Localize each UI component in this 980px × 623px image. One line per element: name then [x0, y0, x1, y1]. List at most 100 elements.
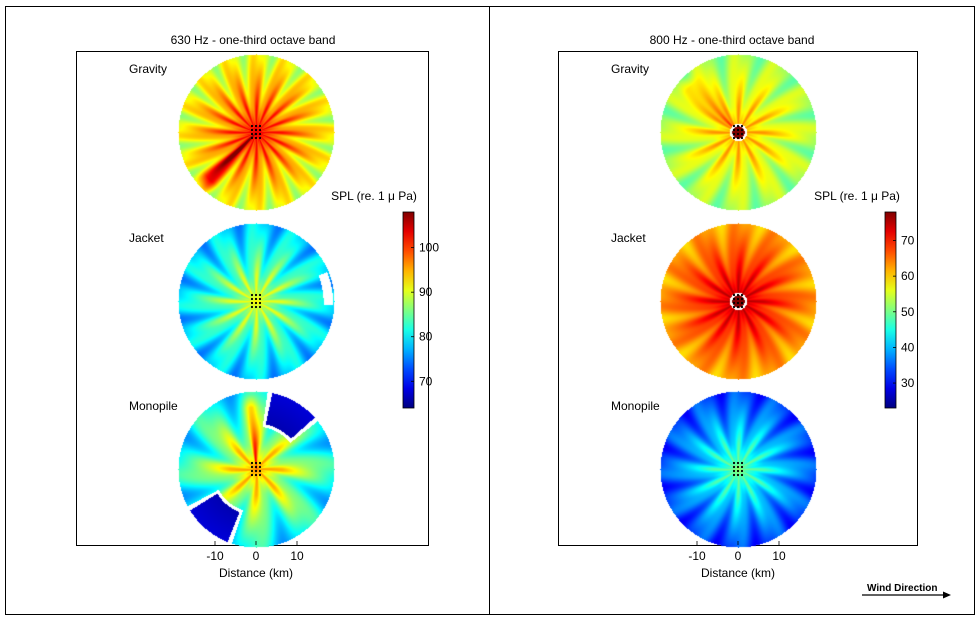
- x-axis-ticks: -10 0 10: [688, 541, 786, 563]
- turbine-marker: [736, 305, 740, 309]
- turbine-marker: [250, 136, 254, 140]
- turbine-marker: [254, 465, 258, 469]
- turbine-marker: [736, 124, 740, 128]
- panel-label-gravity: Gravity: [611, 62, 649, 76]
- turbine-marker: [732, 136, 736, 140]
- panels: [177, 53, 335, 548]
- turbine-marker: [736, 136, 740, 140]
- turbine-marker: [258, 465, 262, 469]
- turbine-marker: [740, 293, 744, 297]
- x-axis-label: Distance (km): [701, 566, 775, 580]
- chart-title: 800 Hz - one-third octave band: [650, 33, 815, 47]
- colorbar: [884, 211, 897, 409]
- turbine-marker: [254, 124, 258, 128]
- turbine-marker: [258, 297, 262, 301]
- turbine-markers: [250, 124, 262, 477]
- turbine-marker: [740, 461, 744, 465]
- spl-disk-gravity: [659, 53, 817, 211]
- turbine-marker: [732, 305, 736, 309]
- turbine-marker: [254, 461, 258, 465]
- turbine-marker: [254, 293, 258, 297]
- turbine-marker: [736, 132, 740, 136]
- chart-800hz: 800 Hz - one-third octave band Gravity J…: [558, 33, 918, 580]
- colorbar-tick-label: 100: [419, 241, 439, 255]
- turbine-marker: [736, 469, 740, 473]
- spl-disk-gravity: [177, 53, 335, 211]
- panel-label-gravity: Gravity: [129, 62, 167, 76]
- colorbar-tick-label: 60: [901, 269, 915, 283]
- turbine-marker: [732, 461, 736, 465]
- turbine-marker: [740, 469, 744, 473]
- turbine-marker: [732, 465, 736, 469]
- colorbar: [402, 211, 415, 409]
- x-tick-label: -10: [206, 549, 224, 563]
- turbine-marker: [258, 305, 262, 309]
- panel-label-jacket: Jacket: [129, 231, 164, 245]
- turbine-marker: [740, 305, 744, 309]
- turbine-marker: [740, 136, 744, 140]
- colorbar-label: SPL (re. 1 μ Pa): [814, 189, 900, 203]
- colorbar-tick-label: 70: [901, 234, 915, 248]
- turbine-marker: [258, 136, 262, 140]
- turbine-marker: [250, 293, 254, 297]
- x-tick-label: 0: [253, 549, 260, 563]
- turbine-marker: [740, 301, 744, 305]
- turbine-marker: [258, 124, 262, 128]
- turbine-marker: [736, 293, 740, 297]
- colorbar-tick-label: 50: [901, 305, 915, 319]
- turbine-marker: [254, 136, 258, 140]
- turbine-marker: [736, 465, 740, 469]
- turbine-marker: [736, 473, 740, 477]
- turbine-marker: [250, 473, 254, 477]
- turbine-marker: [740, 297, 744, 301]
- colorbar-tick-label: 30: [901, 376, 915, 390]
- turbine-marker: [258, 293, 262, 297]
- turbine-marker: [736, 301, 740, 305]
- turbine-marker: [736, 128, 740, 132]
- turbine-marker: [732, 473, 736, 477]
- turbine-marker: [732, 124, 736, 128]
- turbine-marker: [254, 128, 258, 132]
- panels: [659, 53, 817, 548]
- colorbar-tick-label: 90: [419, 285, 433, 299]
- wind-direction-label: Wind Direction: [867, 583, 937, 594]
- turbine-marker: [258, 128, 262, 132]
- turbine-marker: [740, 128, 744, 132]
- x-tick-label: 10: [290, 549, 304, 563]
- turbine-marker: [250, 461, 254, 465]
- turbine-markers: [732, 124, 744, 477]
- turbine-marker: [254, 301, 258, 305]
- x-axis-label: Distance (km): [219, 566, 293, 580]
- turbine-marker: [732, 297, 736, 301]
- turbine-marker: [258, 473, 262, 477]
- colorbar-tick-label: 80: [419, 330, 433, 344]
- turbine-marker: [740, 473, 744, 477]
- turbine-marker: [250, 297, 254, 301]
- turbine-marker: [740, 465, 744, 469]
- x-tick-label: -10: [688, 549, 706, 563]
- turbine-marker: [258, 301, 262, 305]
- chart-title: 630 Hz - one-third octave band: [171, 33, 336, 47]
- colorbar-ticks: 30 40 50 60 70: [893, 234, 915, 390]
- colorbar-tick-label: 40: [901, 340, 915, 354]
- turbine-marker: [254, 469, 258, 473]
- turbine-marker: [254, 132, 258, 136]
- turbine-marker: [254, 297, 258, 301]
- turbine-marker: [250, 469, 254, 473]
- turbine-marker: [250, 465, 254, 469]
- turbine-marker: [258, 461, 262, 465]
- turbine-marker: [254, 473, 258, 477]
- arrow-head-icon: [943, 591, 951, 599]
- turbine-marker: [250, 132, 254, 136]
- colorbar-label: SPL (re. 1 μ Pa): [331, 189, 417, 203]
- turbine-marker: [732, 469, 736, 473]
- spl-disk-jacket: [177, 222, 335, 380]
- panel-label-monopile: Monopile: [611, 399, 660, 413]
- turbine-marker: [250, 124, 254, 128]
- turbine-marker: [736, 461, 740, 465]
- turbine-marker: [258, 132, 262, 136]
- spl-disk-jacket: [659, 222, 817, 380]
- panel-label-jacket: Jacket: [611, 231, 646, 245]
- turbine-marker: [250, 128, 254, 132]
